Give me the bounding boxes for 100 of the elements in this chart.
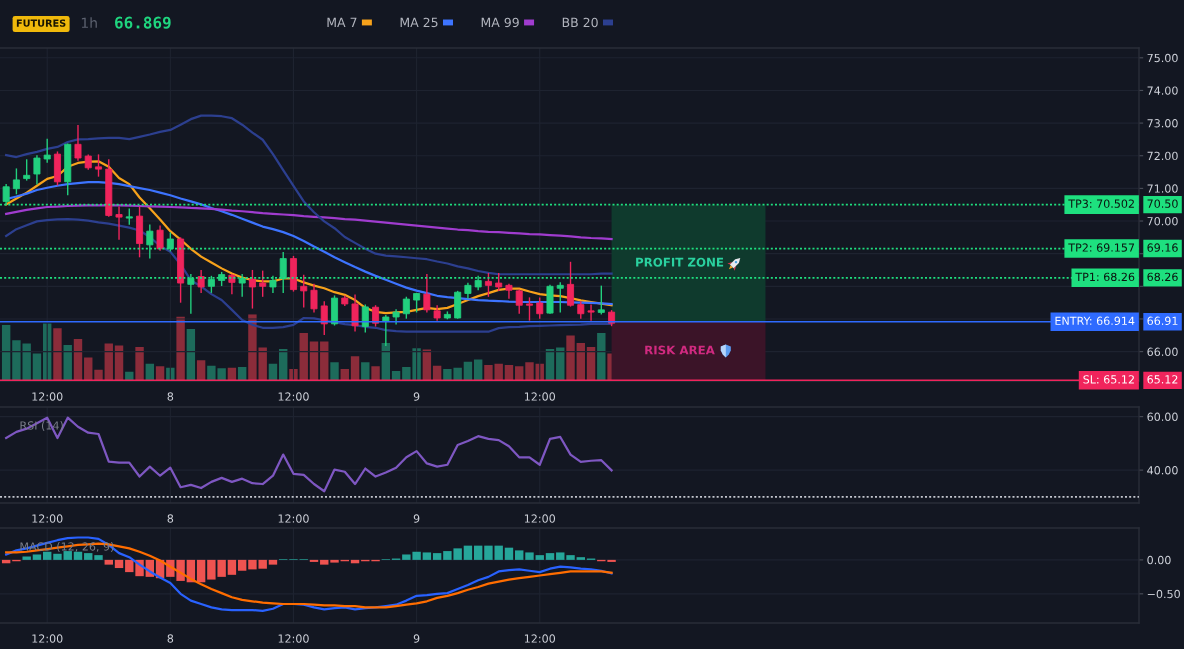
bar bbox=[155, 366, 165, 381]
ref-line-label: TP3: 70.502 bbox=[1068, 199, 1134, 208]
y-tick-label: 40.00 bbox=[1147, 466, 1178, 475]
bar bbox=[94, 369, 103, 381]
x-tick-label: 12:00 bbox=[278, 514, 309, 523]
bar bbox=[73, 551, 83, 560]
x-tick-label: 12:00 bbox=[524, 392, 556, 401]
bar bbox=[556, 552, 565, 560]
bar bbox=[104, 559, 113, 565]
x-tick-label: 12:00 bbox=[524, 514, 556, 523]
x-tick-label: 8 bbox=[167, 392, 174, 401]
bar bbox=[525, 362, 534, 381]
bar bbox=[42, 551, 52, 560]
y-tick-label: 70.00 bbox=[1147, 217, 1178, 226]
bar bbox=[432, 553, 442, 560]
candlestick bbox=[259, 270, 267, 297]
candlestick bbox=[279, 252, 287, 293]
y-tick-label: 72.00 bbox=[1147, 151, 1178, 161]
candlestick bbox=[505, 283, 513, 299]
bar bbox=[73, 338, 83, 381]
candlestick bbox=[12, 168, 20, 195]
bar bbox=[566, 335, 575, 381]
bar bbox=[473, 545, 483, 560]
x-tick-label: 9 bbox=[413, 514, 420, 523]
bar bbox=[53, 553, 62, 560]
bar bbox=[422, 552, 432, 560]
x-tick-label: 12:00 bbox=[278, 392, 309, 401]
bar bbox=[576, 342, 585, 381]
candlestick bbox=[187, 273, 195, 314]
ref-line-label: TP1: 68.26 bbox=[1075, 272, 1135, 282]
line-series bbox=[5, 217, 613, 333]
bar bbox=[94, 555, 103, 560]
legend-label: MA 25 bbox=[400, 17, 438, 28]
candlestick bbox=[43, 138, 51, 163]
candlestick bbox=[238, 273, 246, 297]
candlestick bbox=[413, 292, 421, 313]
candlestick bbox=[146, 224, 154, 259]
y-tick-label: 60.00 bbox=[1147, 412, 1178, 422]
bar bbox=[196, 559, 206, 583]
candlestick bbox=[361, 304, 369, 333]
text: 65.12 bbox=[1147, 375, 1178, 384]
candlestick bbox=[587, 304, 595, 321]
y-tick-label: 66.00 bbox=[1147, 347, 1178, 356]
bar bbox=[371, 366, 380, 381]
ref-line-label: TP2: 69.157 bbox=[1068, 243, 1135, 252]
text: 68.26 bbox=[1147, 272, 1178, 282]
bar bbox=[32, 554, 42, 560]
candlestick bbox=[320, 301, 328, 336]
bar bbox=[114, 559, 124, 569]
bar bbox=[535, 555, 544, 560]
x-tick-label: 12:00 bbox=[32, 514, 63, 523]
bar bbox=[125, 559, 134, 573]
candlestick bbox=[484, 272, 492, 297]
bar bbox=[32, 353, 42, 381]
bar bbox=[330, 559, 339, 563]
ref-line-label: SL: 65.12 bbox=[1083, 375, 1134, 384]
bar bbox=[63, 551, 72, 560]
x-tick-label: 12:00 bbox=[278, 634, 309, 643]
bar bbox=[350, 356, 360, 381]
bar bbox=[320, 559, 329, 565]
candlestick bbox=[536, 297, 544, 319]
bar bbox=[515, 550, 524, 560]
candlestick bbox=[567, 261, 575, 307]
candlestick bbox=[310, 283, 318, 313]
x-tick-label: 8 bbox=[167, 514, 174, 523]
candlestick bbox=[228, 273, 236, 295]
band-label: RISK AREA bbox=[645, 345, 715, 355]
bar bbox=[566, 555, 575, 560]
x-tick-label: 9 bbox=[413, 392, 420, 401]
candlestick bbox=[74, 125, 82, 161]
bar bbox=[576, 557, 585, 560]
candlestick bbox=[115, 206, 123, 240]
bar bbox=[227, 559, 237, 575]
candlestick bbox=[300, 274, 308, 308]
y-tick-label: 73.00 bbox=[1147, 119, 1178, 128]
bar bbox=[545, 553, 555, 560]
legend-label: MA 7 bbox=[327, 17, 357, 27]
candlestick bbox=[515, 289, 523, 314]
bar bbox=[504, 547, 514, 560]
candlestick bbox=[248, 269, 256, 309]
legend-label: MA 99 bbox=[481, 17, 519, 28]
candlestick bbox=[423, 273, 431, 313]
y-tick-label: 0.00 bbox=[1147, 555, 1171, 565]
line-series bbox=[5, 114, 613, 276]
y-tick-label: 71.00 bbox=[1147, 184, 1178, 193]
text: 66.91 bbox=[1147, 316, 1178, 325]
candlestick bbox=[23, 159, 31, 181]
x-tick-label: 9 bbox=[413, 634, 420, 643]
bar bbox=[84, 553, 93, 560]
bar bbox=[597, 332, 606, 381]
x-tick-label: 12:00 bbox=[32, 392, 63, 401]
bar bbox=[268, 559, 278, 565]
bar bbox=[299, 332, 308, 381]
bar bbox=[237, 559, 247, 571]
y-tick-label: 74.00 bbox=[1147, 86, 1178, 95]
bar bbox=[176, 316, 185, 381]
x-tick-label: 12:00 bbox=[32, 634, 63, 643]
y-tick-label: 75.00 bbox=[1147, 53, 1178, 63]
y-tick-label: −0.50 bbox=[1147, 589, 1180, 599]
candlestick bbox=[351, 294, 359, 332]
